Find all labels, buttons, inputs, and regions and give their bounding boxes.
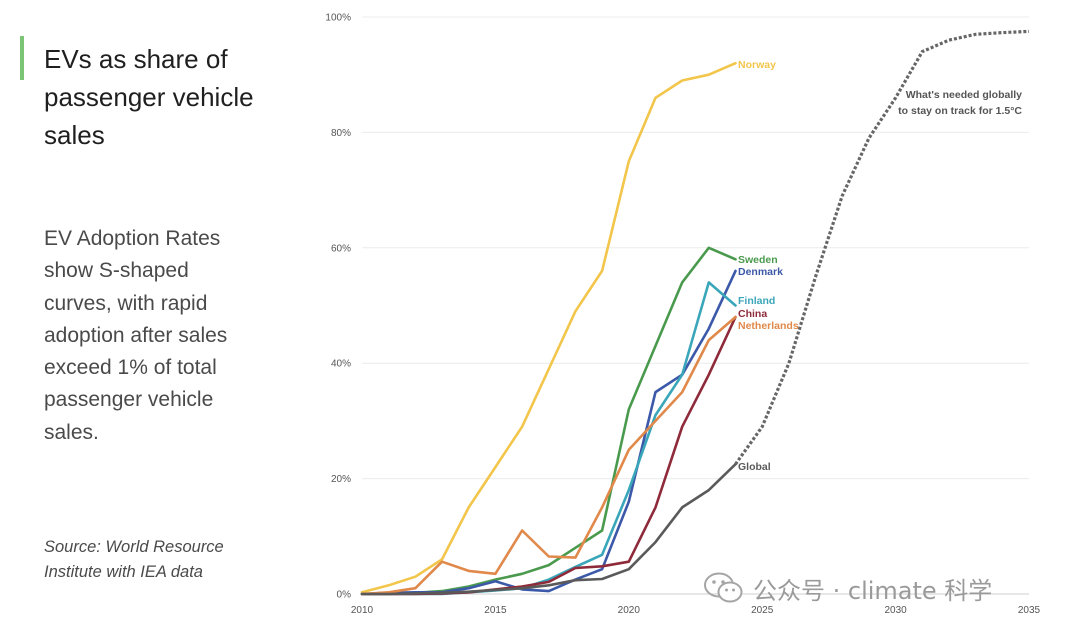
x-tick-label: 2010 [351,605,374,616]
series-label-china: China [738,308,767,320]
series-label-sweden: Sweden [738,254,778,266]
x-tick-label: 2020 [618,605,641,616]
x-tick-label: 2015 [484,605,507,616]
watermark: 公众号 · climate 科学 [703,566,992,610]
description-text: EV Adoption Rates show S-shaped curves, … [44,227,228,444]
title-accent-bar [20,36,24,80]
source-note: Source: World Resource Institute with IE… [44,538,224,581]
series-line-sweden [360,246,737,596]
wechat-icon [704,572,743,603]
series-label-global: Global [738,461,771,473]
y-tick-label: 0% [337,590,352,601]
series-label-finland: Finland [738,295,775,307]
series-line-global [360,462,737,596]
series-label-norway: Norway [738,59,776,71]
series-line-what-s-needed-globally-to-stay-on-track-for-1-5-c [734,29,1030,466]
annotation-text: to stay on track for 1.5°C [898,105,1022,117]
y-tick-label: 100% [325,13,351,24]
y-tick-label: 80% [331,128,351,139]
y-tick-label: 40% [331,359,351,370]
page-title: EVs as share of passenger vehicle sales [44,44,254,150]
series-label-denmark: Denmark [738,266,783,278]
series-label-netherlands: Netherlands [738,320,799,332]
series-line-norway [360,61,737,594]
annotation-text: What's needed globally [906,89,1022,101]
series-line-netherlands [360,315,737,596]
x-tick-label: 2030 [884,605,907,616]
y-tick-label: 20% [331,474,351,485]
x-tick-label: 2035 [1018,605,1041,616]
series-line-china [360,315,737,596]
y-tick-label: 60% [331,243,351,254]
watermark-text: 公众号 · climate 科学 [753,576,993,605]
x-tick-label: 2025 [751,605,774,616]
